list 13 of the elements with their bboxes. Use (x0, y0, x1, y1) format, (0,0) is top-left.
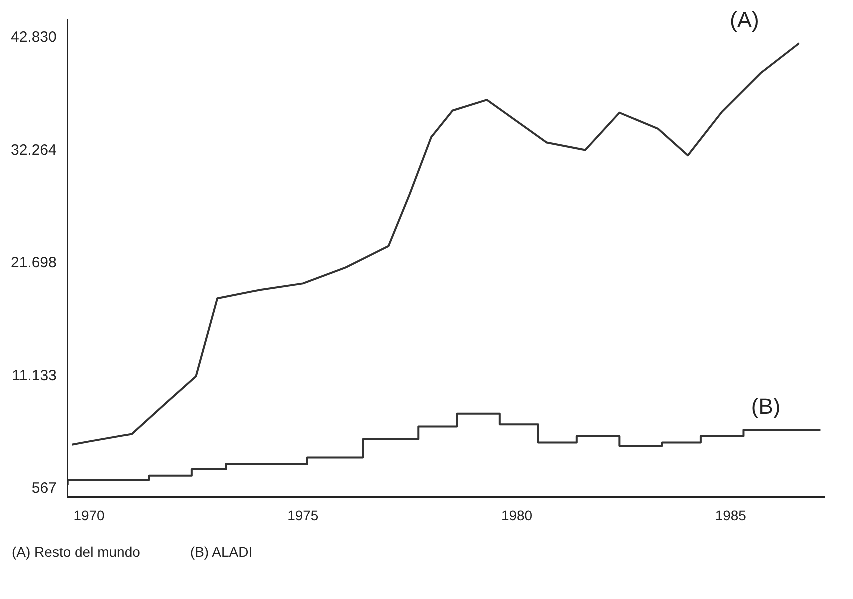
x-tick-label: 1970 (74, 507, 106, 524)
y-tick-label: 21.698 (10, 254, 57, 272)
x-tick-label: 1980 (501, 507, 533, 524)
series-label: (B) (751, 394, 781, 420)
series-label: (A) (730, 8, 760, 33)
y-tick-label: 567 (32, 480, 57, 498)
x-tick-label: 1975 (288, 507, 319, 524)
y-tick-label: 42.830 (10, 28, 57, 46)
x-tick-label: 1985 (715, 507, 747, 524)
text: (B) ALADI (190, 544, 253, 560)
y-tick-label: 11.133 (12, 367, 57, 384)
y-tick-label: 32.264 (10, 142, 57, 159)
text: (A) Resto del mundo (12, 544, 140, 560)
